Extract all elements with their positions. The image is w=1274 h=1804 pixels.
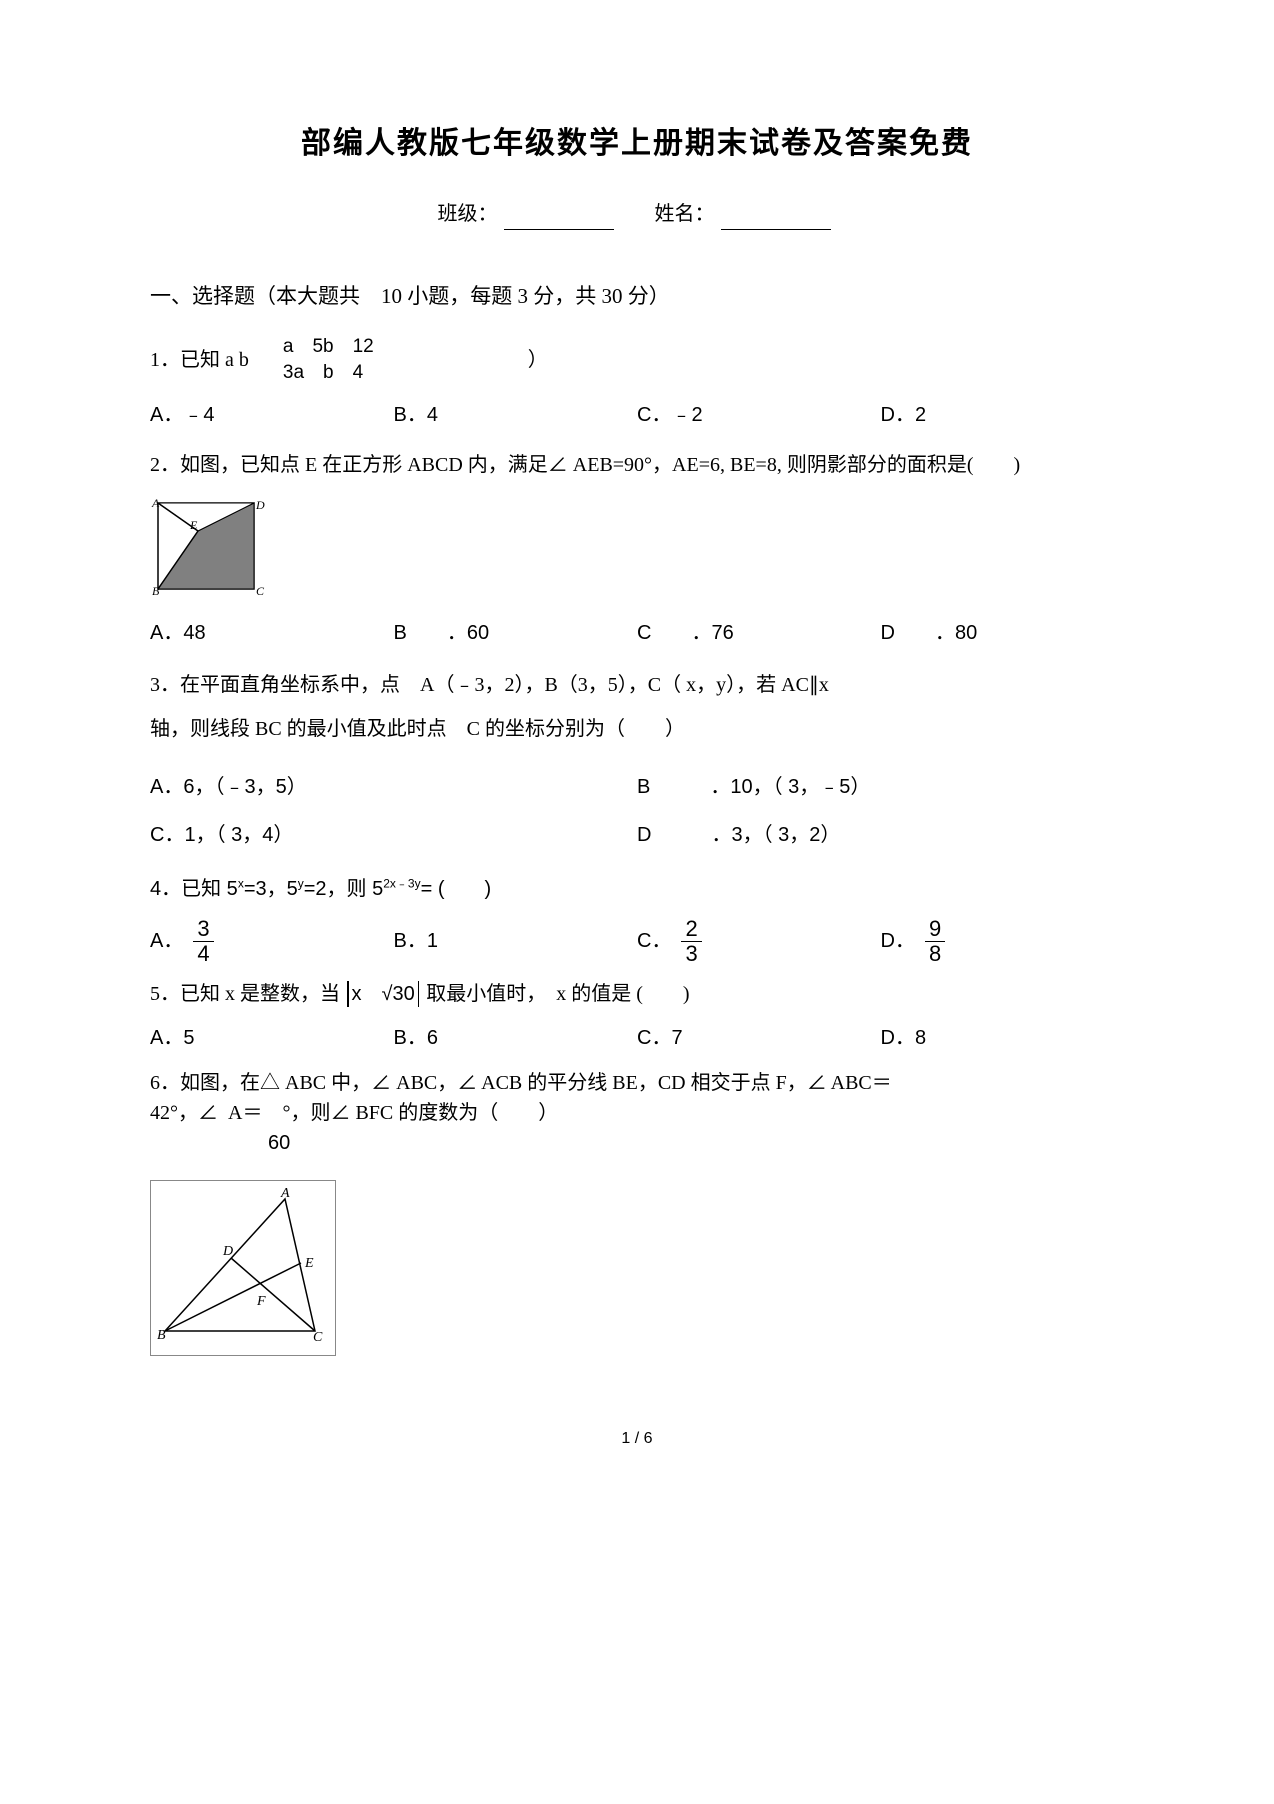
q4-a-lbl: A． — [150, 925, 183, 957]
q1-options: A．﹣4 B．4 C．﹣2 D．2 — [150, 399, 1124, 431]
q1-frac-bot: 3a b 4 — [283, 360, 363, 387]
q4-mid2: =2，则 5 — [304, 878, 383, 900]
q4-pre: 4．已知 5 — [150, 878, 238, 900]
q6-l2a: 42°，∠ — [150, 1098, 218, 1128]
q3-options: A．6，（﹣3，5） B ．10，（ 3，﹣5） C．1，（ 3，4） D ．3… — [150, 763, 1124, 859]
q5-abs-inner: x √30 — [352, 978, 415, 1010]
section-1-head: 一、选择题（本大题共 10 小题，每题 3 分，共 30 分） — [150, 280, 1124, 314]
name-blank[interactable] — [721, 210, 831, 230]
q5-opt-b: B．6 — [394, 1022, 638, 1054]
q4-sup-2x3y: 2x﹣3y — [383, 876, 420, 890]
svg-text:A: A — [280, 1186, 290, 1201]
q4-c-n: 2 — [681, 917, 701, 942]
svg-text:E: E — [189, 518, 198, 532]
doc-title: 部编人教版七年级数学上册期末试卷及答案免费 — [150, 120, 1124, 168]
q4-a-n: 3 — [193, 917, 213, 942]
q5-post: 取最小值时， x 的值是 ( ) — [426, 978, 689, 1010]
svg-text:C: C — [313, 1330, 323, 1343]
q2-options: A．48 B ．60 C ．76 D ．80 — [150, 617, 1124, 649]
q4-d-frac: 98 — [925, 917, 945, 966]
q2-opt-b: B ．60 — [394, 617, 638, 649]
question-3: 3．在平面直角坐标系中，点 A（﹣3，2），B（3，5），C（ x，y），若 A… — [150, 663, 1124, 751]
q4-c-d: 3 — [681, 942, 701, 966]
q4-opt-c: C． 23 — [637, 917, 881, 966]
q4-options: A． 34 B．1 C． 23 D． 98 — [150, 917, 1124, 966]
q4-d-n: 9 — [925, 917, 945, 942]
q5-opt-c: C．7 — [637, 1022, 881, 1054]
svg-text:D: D — [222, 1244, 233, 1259]
q1-opt-d: D．2 — [881, 399, 1125, 431]
q4-c-lbl: C． — [637, 925, 671, 957]
q4-d-lbl: D． — [881, 925, 915, 957]
q2-stem: 2．如图，已知点 E 在正方形 ABCD 内，满足∠ AEB=90°，AE=6,… — [150, 454, 1020, 476]
q4-opt-a: A． 34 — [150, 917, 394, 966]
svg-text:A: A — [151, 497, 160, 510]
question-2: 2．如图，已知点 E 在正方形 ABCD 内，满足∠ AEB=90°，AE=6,… — [150, 445, 1124, 485]
class-label: 班级： — [438, 203, 498, 225]
svg-text:B: B — [152, 584, 160, 597]
q1-paren: ） — [528, 344, 548, 376]
svg-text:E: E — [304, 1256, 314, 1271]
q4-opt-d: D． 98 — [881, 917, 1125, 966]
q4-c-frac: 23 — [681, 917, 701, 966]
q3-l2: 轴，则线段 BC 的最小值及此时点 C 的坐标分别为（ ） — [150, 707, 1124, 751]
q1-opt-a: A．﹣4 — [150, 399, 394, 431]
q3-opt-a: A．6，（﹣3，5） — [150, 767, 637, 807]
q2-opt-c: C ．76 — [637, 617, 881, 649]
q5-opt-a: A．5 — [150, 1022, 394, 1054]
q1-fraction: a 5b 12 3a b 4 — [283, 334, 374, 387]
svg-text:B: B — [157, 1328, 166, 1343]
question-6: 6．如图，在△ ABC 中，∠ ABC，∠ ACB 的平分线 BE，CD 相交于… — [150, 1068, 1124, 1158]
question-4: 4．已知 5x=3，5y=2，则 52x﹣3y= ( ) — [150, 873, 1124, 905]
q5-options: A．5 B．6 C．7 D．8 — [150, 1022, 1124, 1054]
q6-l2c: 60 — [268, 1128, 558, 1158]
question-5: 5．已知 x 是整数，当 x √30 取最小值时， x 的值是 ( ) — [150, 978, 1124, 1010]
q5-pre: 5．已知 x 是整数，当 — [150, 978, 340, 1010]
q5-abs: x √30 — [344, 978, 422, 1010]
q3-l1: 3．在平面直角坐标系中，点 A（﹣3，2），B（3，5），C（ x，y），若 A… — [150, 663, 1124, 707]
page-number: 1 / 6 — [150, 1426, 1124, 1452]
svg-text:F: F — [256, 1294, 266, 1309]
q6-figure: A B C D E F — [150, 1180, 336, 1356]
name-label: 姓名： — [655, 203, 715, 225]
q2-opt-d: D ．80 — [881, 617, 1125, 649]
q1-stem: 1．已知 a b — [150, 344, 249, 376]
q4-opt-b: B．1 — [394, 925, 638, 957]
q2-opt-a: A．48 — [150, 617, 394, 649]
q4-d-d: 8 — [925, 942, 945, 966]
q1-opt-b: B．4 — [394, 399, 638, 431]
q4-tail: = ( ) — [421, 878, 492, 900]
question-1: 1．已知 a b a 5b 12 3a b 4 ） — [150, 334, 1124, 387]
q5-opt-d: D．8 — [881, 1022, 1125, 1054]
q4-b-lbl: B．1 — [394, 925, 438, 957]
svg-text:C: C — [256, 584, 265, 597]
q6-l1: 6．如图，在△ ABC 中，∠ ABC，∠ ACB 的平分线 BE，CD 相交于… — [150, 1068, 1124, 1098]
q1-opt-c: C．﹣2 — [637, 399, 881, 431]
q4-mid1: =3，5 — [244, 878, 298, 900]
header-fields: 班级： 姓名： — [150, 198, 1124, 230]
q3-opt-d: D ．3，（ 3，2） — [637, 815, 1124, 855]
q3-opt-b: B ．10，（ 3，﹣5） — [637, 767, 1124, 807]
class-blank[interactable] — [504, 210, 614, 230]
q1-frac-top: a 5b 12 — [283, 334, 374, 361]
q3-opt-c: C．1，（ 3，4） — [150, 815, 637, 855]
q2-figure: A D B C E — [150, 497, 1124, 607]
q4-a-d: 4 — [193, 942, 213, 966]
q4-a-frac: 34 — [193, 917, 213, 966]
svg-text:D: D — [255, 498, 265, 512]
q6-l2b: A＝ °，则∠ BFC 的度数为（ ） — [228, 1098, 558, 1128]
